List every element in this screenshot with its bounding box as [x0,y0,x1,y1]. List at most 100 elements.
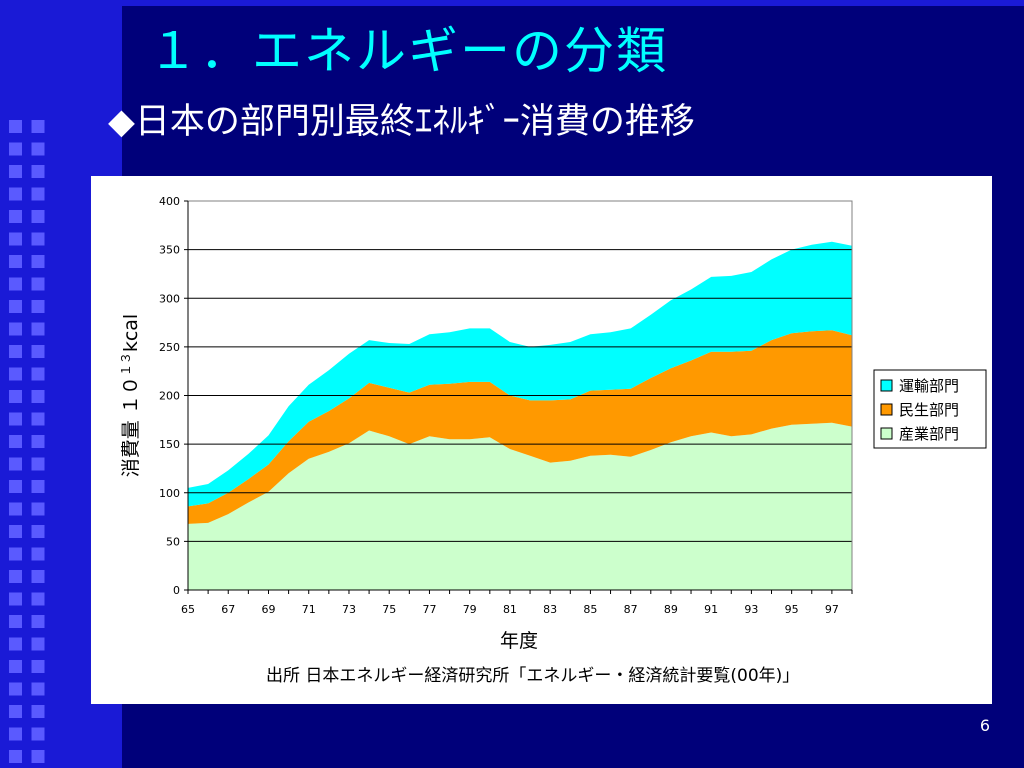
x-tick-label: 73 [342,603,356,616]
decorative-square [31,277,45,291]
decorative-square [31,705,45,718]
y-tick-label: 0 [173,584,180,597]
decorative-square [31,367,45,381]
area-series-1 [188,422,852,590]
area-series-2 [188,330,852,524]
decorative-square [9,660,22,673]
decorative-square [9,232,22,246]
x-axis-title: 年度 [500,630,538,652]
decorative-square [31,300,45,313]
x-tick-label: 75 [382,603,396,616]
y-tick-label: 350 [159,244,180,257]
legend-label: 運輸部門 [899,377,959,395]
decorative-square [9,705,22,718]
legend-swatch [880,379,893,392]
x-tick-label: 65 [181,603,195,616]
decorative-square [31,570,45,583]
y-tick-label: 50 [166,535,180,548]
decorative-square [9,390,22,403]
x-tick-label: 69 [261,603,275,616]
decorative-square [9,120,22,133]
decorative-square [9,592,22,606]
decorative-square [31,750,45,763]
decorative-square [9,457,22,471]
legend-label: 産業部門 [899,425,959,443]
y-tick-label: 150 [159,438,180,451]
y-axis-title-exponent: １３ [119,352,133,376]
y-tick-label: 250 [159,341,180,354]
slide-subtitle: ◆日本の部門別最終ｴﾈﾙｷﾞｰ消費の推移 [108,102,695,142]
decorative-square [9,277,22,291]
x-tick-label: 91 [704,603,718,616]
y-tick-label: 200 [159,390,180,403]
x-tick-label: 87 [624,603,638,616]
decorative-square [31,210,45,223]
decorative-square [31,525,45,538]
decorative-square [31,547,45,561]
decorative-square [31,457,45,471]
decorative-square [31,390,45,403]
decorative-square [31,187,45,201]
decorative-square [31,412,45,426]
decorative-square [9,322,22,336]
decorative-square [9,570,22,583]
slide-title: １．エネルギーの分類 [148,22,668,80]
decorative-square [9,165,22,178]
decorative-square [31,142,45,156]
x-tick-label: 83 [543,603,557,616]
decorative-square [31,682,45,696]
decorative-square [9,345,22,358]
decorative-square [9,142,22,156]
x-tick-label: 93 [744,603,758,616]
y-axis-title-main: 消費量 １０ [120,376,142,477]
decorative-square [9,367,22,381]
decorative-square [9,435,22,448]
page-number: 6 [979,716,990,735]
legend-box [873,369,987,449]
decorative-square [31,322,45,336]
decorative-square [9,615,22,628]
decorative-square [9,187,22,201]
decorative-square [9,750,22,763]
decorative-square [9,682,22,696]
decorative-square [9,547,22,561]
x-tick-label: 89 [664,603,678,616]
x-tick-label: 77 [422,603,436,616]
x-tick-label: 79 [463,603,477,616]
chart-panel: 0 50 100 150 200 250 300 350 400 65 67 69 71 73 75 77 79… [91,176,992,704]
decorative-square [31,727,45,741]
decorative-square [31,345,45,358]
y-tick-label: 300 [159,292,180,305]
decorative-square [31,637,45,651]
x-tick-label: 85 [583,603,597,616]
decorative-square [31,615,45,628]
decorative-square [9,480,22,493]
source-note: 出所 日本エネルギー経済研究所「エネルギー・経済統計要覧(00年)」 [266,666,800,686]
decorative-square [31,480,45,493]
decorative-square [9,300,22,313]
decorative-square [31,120,45,133]
decorative-square [31,435,45,448]
y-tick-label: 100 [159,487,180,500]
y-tick-label: 400 [159,195,180,208]
decorative-square [9,727,22,741]
decorative-square [9,502,22,516]
decorative-square [31,502,45,516]
area-series-3 [188,241,852,507]
decorative-square [9,255,22,268]
x-tick-label: 67 [221,603,235,616]
y-axis-title-unit: kcal [120,314,142,352]
x-tick-label: 71 [302,603,316,616]
decorative-square [31,592,45,606]
x-tick-label: 97 [825,603,839,616]
decorative-square [9,525,22,538]
legend-swatch [880,427,893,440]
decorative-square [9,637,22,651]
legend-label: 民生部門 [899,401,959,419]
decorative-square [31,165,45,178]
x-tick-label: 81 [503,603,517,616]
y-axis-title: 消費量 １０１３kcal [119,314,142,477]
decorative-square [9,412,22,426]
decorative-square [31,232,45,246]
x-tick-label: 95 [785,603,799,616]
